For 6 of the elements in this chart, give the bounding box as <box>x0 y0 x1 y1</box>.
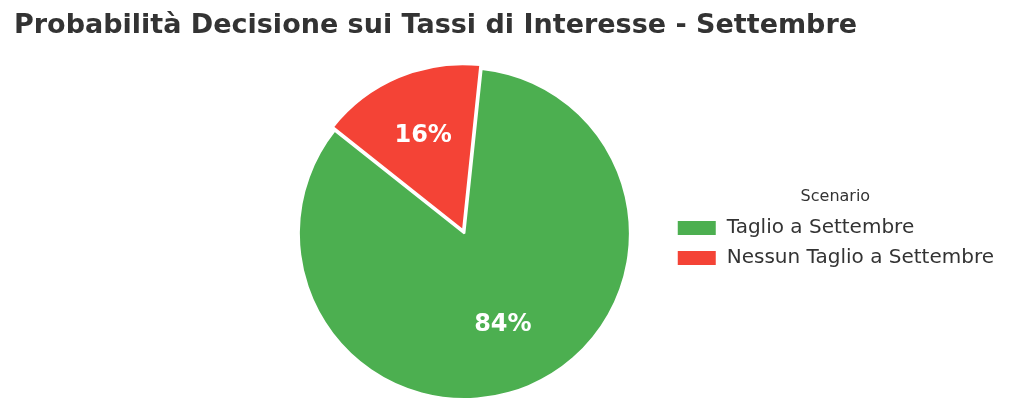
legend-label: Taglio a Settembre <box>725 214 915 239</box>
data-label: 16% <box>394 119 452 148</box>
legend-label: Nessun Taglio a Settembre <box>726 244 994 269</box>
data-label: 84% <box>474 309 532 338</box>
chart-title: Probabilità Decisione sui Tassi di Interesse - Settembre <box>14 8 858 39</box>
legend-title: Scenario <box>800 186 871 206</box>
